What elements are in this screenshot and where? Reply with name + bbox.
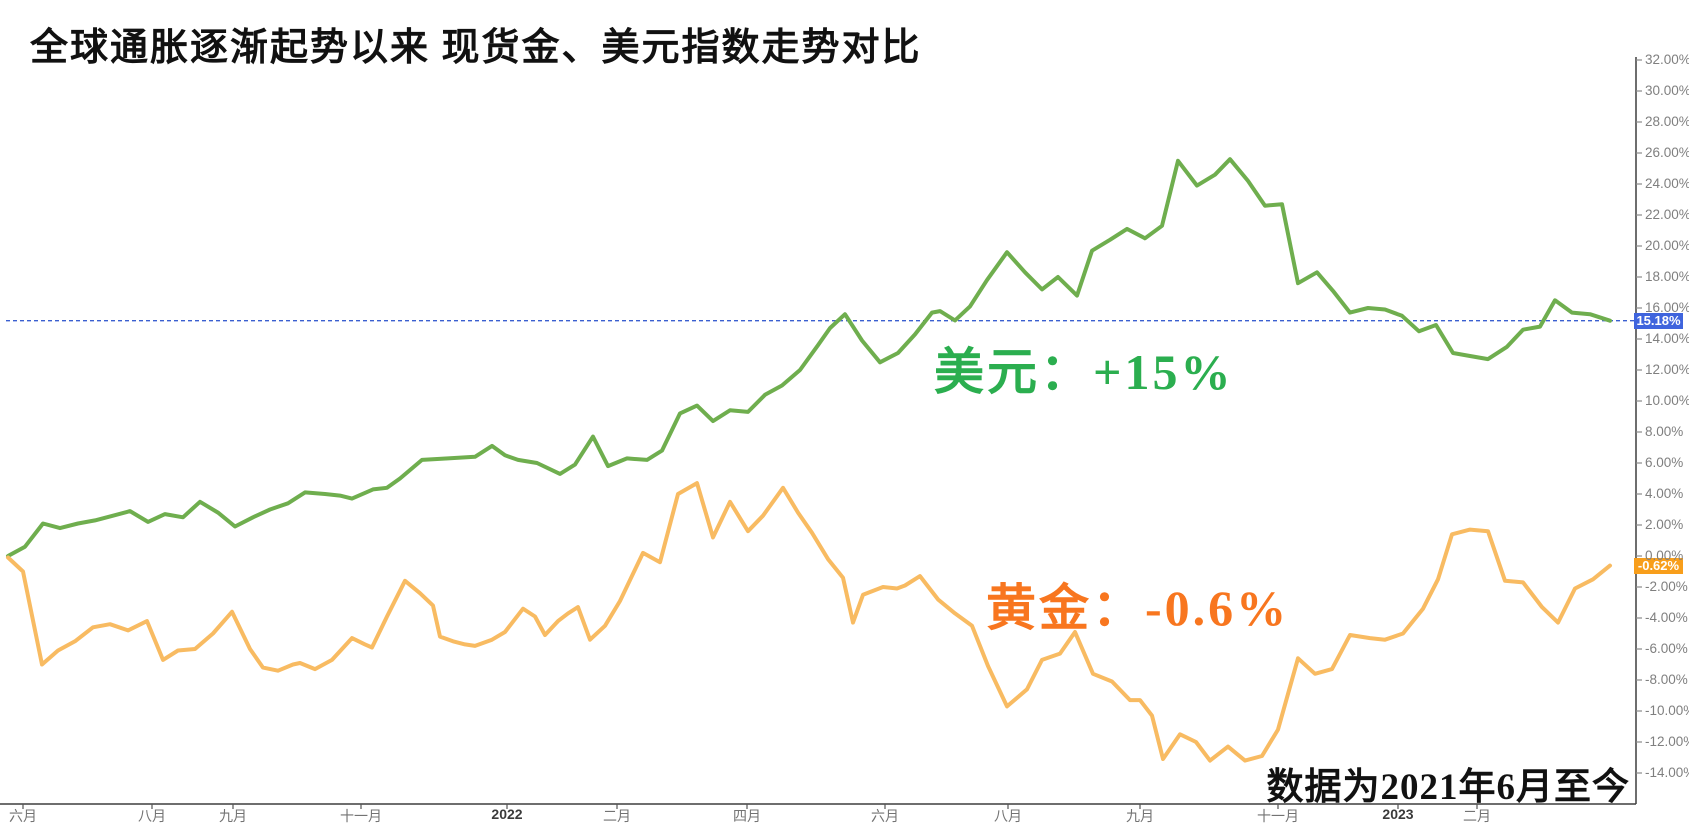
x-tick-label: 六月: [871, 808, 899, 824]
usd-last-value-badge: 15.18%: [1634, 312, 1683, 329]
x-tick-label: 四月: [733, 808, 761, 824]
y-tick-label: 30.00%: [1645, 83, 1689, 98]
y-tick-label: -6.00%: [1645, 641, 1688, 656]
y-tick-label: 2.00%: [1645, 517, 1684, 532]
y-tick-label: -8.00%: [1645, 672, 1688, 687]
gold-series-annotation: 黄金：-0.6%: [986, 580, 1290, 636]
gold-last-value-badge: -0.62%: [1634, 557, 1683, 574]
x-tick-label: 六月: [9, 808, 37, 824]
usd-line: [6, 157, 1612, 558]
x-tick-label: 2022: [491, 806, 523, 822]
y-tick-label: 32.00%: [1645, 52, 1689, 67]
y-tick-label: 26.00%: [1645, 145, 1689, 160]
y-tick-label: -10.00%: [1645, 703, 1689, 718]
y-tick-label: 0.00%: [1645, 548, 1684, 563]
y-tick-label: 4.00%: [1645, 486, 1684, 501]
x-tick-label: 2023: [1382, 806, 1414, 822]
gold-line: [6, 481, 1612, 763]
y-tick-label: -4.00%: [1645, 610, 1688, 625]
y-tick-label: 18.00%: [1645, 269, 1689, 284]
y-tick-label: 20.00%: [1645, 238, 1689, 253]
y-tick-label: 10.00%: [1645, 393, 1689, 408]
x-tick-label: 十一月: [1257, 808, 1299, 824]
y-tick-label: 24.00%: [1645, 176, 1689, 191]
x-tick-label: 八月: [994, 808, 1022, 824]
y-tick-label: -14.00%: [1645, 765, 1689, 780]
usd-series-annotation: 美元：+15%: [934, 344, 1234, 400]
y-tick-label: 28.00%: [1645, 114, 1689, 129]
y-tick-label: 16.00%: [1645, 300, 1689, 315]
y-tick-label: 12.00%: [1645, 362, 1689, 377]
y-tick-label: 6.00%: [1645, 455, 1684, 470]
x-tick-label: 九月: [219, 808, 247, 824]
x-tick-label: 十一月: [340, 808, 382, 824]
x-tick-label: 九月: [1126, 808, 1154, 824]
x-tick-label: 二月: [1463, 808, 1491, 824]
x-tick-label: 八月: [138, 808, 166, 824]
y-tick-label: 8.00%: [1645, 424, 1684, 439]
chart-title: 全球通胀逐渐起势以来 现货金、美元指数走势对比: [30, 27, 922, 69]
y-tick-label: -2.00%: [1645, 579, 1688, 594]
data-range-note: 数据为2021年6月至今: [1266, 767, 1630, 808]
x-tick-label: 二月: [603, 808, 631, 824]
y-tick-label: 22.00%: [1645, 207, 1689, 222]
y-tick-label: 14.00%: [1645, 331, 1689, 346]
y-tick-label: -12.00%: [1645, 734, 1689, 749]
